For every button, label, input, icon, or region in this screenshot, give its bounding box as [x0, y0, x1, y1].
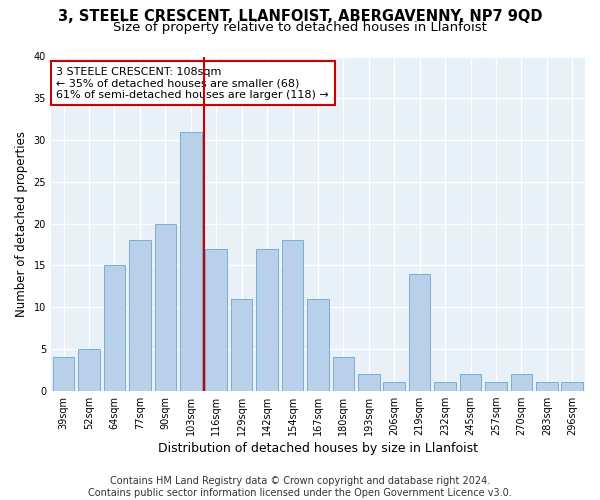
Bar — [180, 132, 202, 390]
Bar — [485, 382, 507, 390]
Bar — [53, 358, 74, 390]
Text: Size of property relative to detached houses in Llanfoist: Size of property relative to detached ho… — [113, 21, 487, 34]
Bar — [562, 382, 583, 390]
Bar — [460, 374, 481, 390]
Text: Contains HM Land Registry data © Crown copyright and database right 2024.
Contai: Contains HM Land Registry data © Crown c… — [88, 476, 512, 498]
Bar — [307, 299, 329, 390]
Bar — [358, 374, 380, 390]
X-axis label: Distribution of detached houses by size in Llanfoist: Distribution of detached houses by size … — [158, 442, 478, 455]
Text: 3 STEELE CRESCENT: 108sqm
← 35% of detached houses are smaller (68)
61% of semi-: 3 STEELE CRESCENT: 108sqm ← 35% of detac… — [56, 66, 329, 100]
Bar — [129, 240, 151, 390]
Bar — [536, 382, 557, 390]
Bar — [78, 349, 100, 391]
Bar — [282, 240, 304, 390]
Text: 3, STEELE CRESCENT, LLANFOIST, ABERGAVENNY, NP7 9QD: 3, STEELE CRESCENT, LLANFOIST, ABERGAVEN… — [58, 9, 542, 24]
Y-axis label: Number of detached properties: Number of detached properties — [15, 130, 28, 316]
Bar — [104, 266, 125, 390]
Bar — [383, 382, 405, 390]
Bar — [205, 248, 227, 390]
Bar — [511, 374, 532, 390]
Bar — [434, 382, 456, 390]
Bar — [155, 224, 176, 390]
Bar — [256, 248, 278, 390]
Bar — [409, 274, 430, 390]
Bar — [231, 299, 253, 390]
Bar — [332, 358, 354, 390]
